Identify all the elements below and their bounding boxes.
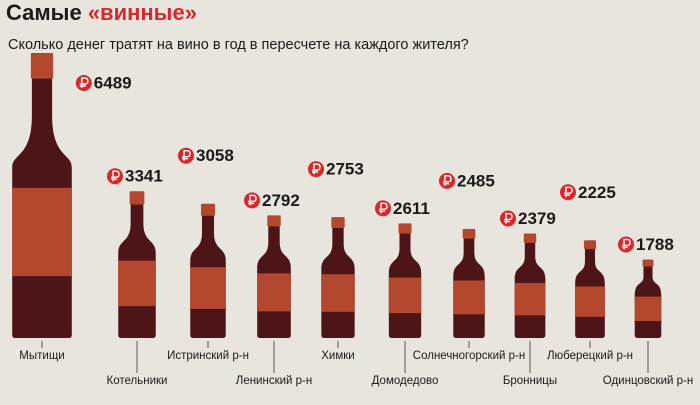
ruble-glyph [379,202,388,214]
bottle-label [388,277,422,314]
bottle-label [118,260,156,307]
bottle-label [12,187,72,277]
value-label: 2792 [262,191,300,210]
value-label: 2611 [393,199,430,218]
category-label: Котельники [107,375,168,387]
value-label: 3058 [196,146,234,165]
category-label: Мытищи [19,350,64,362]
category-label: Ленинский р-н [236,375,312,387]
bottle-cap [30,53,54,79]
bottle-label [453,280,485,315]
bottle-cap [462,228,476,239]
value-label: 3341 [125,167,163,186]
bottle-cap [642,259,654,267]
bottle-cap [583,240,597,250]
ruble-glyph [443,175,452,186]
ruble-glyph [564,186,573,198]
category-label: Истринский р-н [167,350,249,362]
category-label: Бронницы [503,375,557,387]
ruble-glyph [79,77,89,88]
value-label: 2379 [518,209,556,228]
ruble-glyph [248,194,257,206]
bottle-cap [398,223,412,234]
bottle-cap [331,217,345,228]
ruble-glyph [504,212,513,224]
ruble-glyph [182,149,191,161]
ruble-glyph [622,238,631,250]
value-label: 6489 [94,73,132,92]
ruble-glyph [312,163,321,175]
bottle-label [257,273,291,312]
bottle-cap [129,191,145,205]
bottle-label [634,296,662,321]
category-label: Домодедово [372,375,439,387]
value-label: 2753 [326,160,364,179]
category-label: Одинцовский р-н [603,375,693,387]
bottle-label [575,286,605,317]
bottle-cap [200,203,216,216]
value-label: 2485 [457,171,495,190]
ruble-glyph [111,170,120,182]
chart-title: Самые «винные» [6,0,197,25]
bottle-cap [267,215,281,227]
category-label: Химки [321,350,354,362]
bottle-label [190,267,226,309]
bottle-label [321,274,355,312]
category-label: Люберецкий р-н [547,350,633,362]
value-label: 1788 [636,235,674,254]
chart-subtitle: Сколько денег тратят на вино в год в пер… [8,37,469,53]
category-label: Солнечногорский р-н [413,350,525,362]
value-label: 2225 [578,183,616,202]
bottle-label [514,282,546,316]
bottle-cap [523,233,537,243]
